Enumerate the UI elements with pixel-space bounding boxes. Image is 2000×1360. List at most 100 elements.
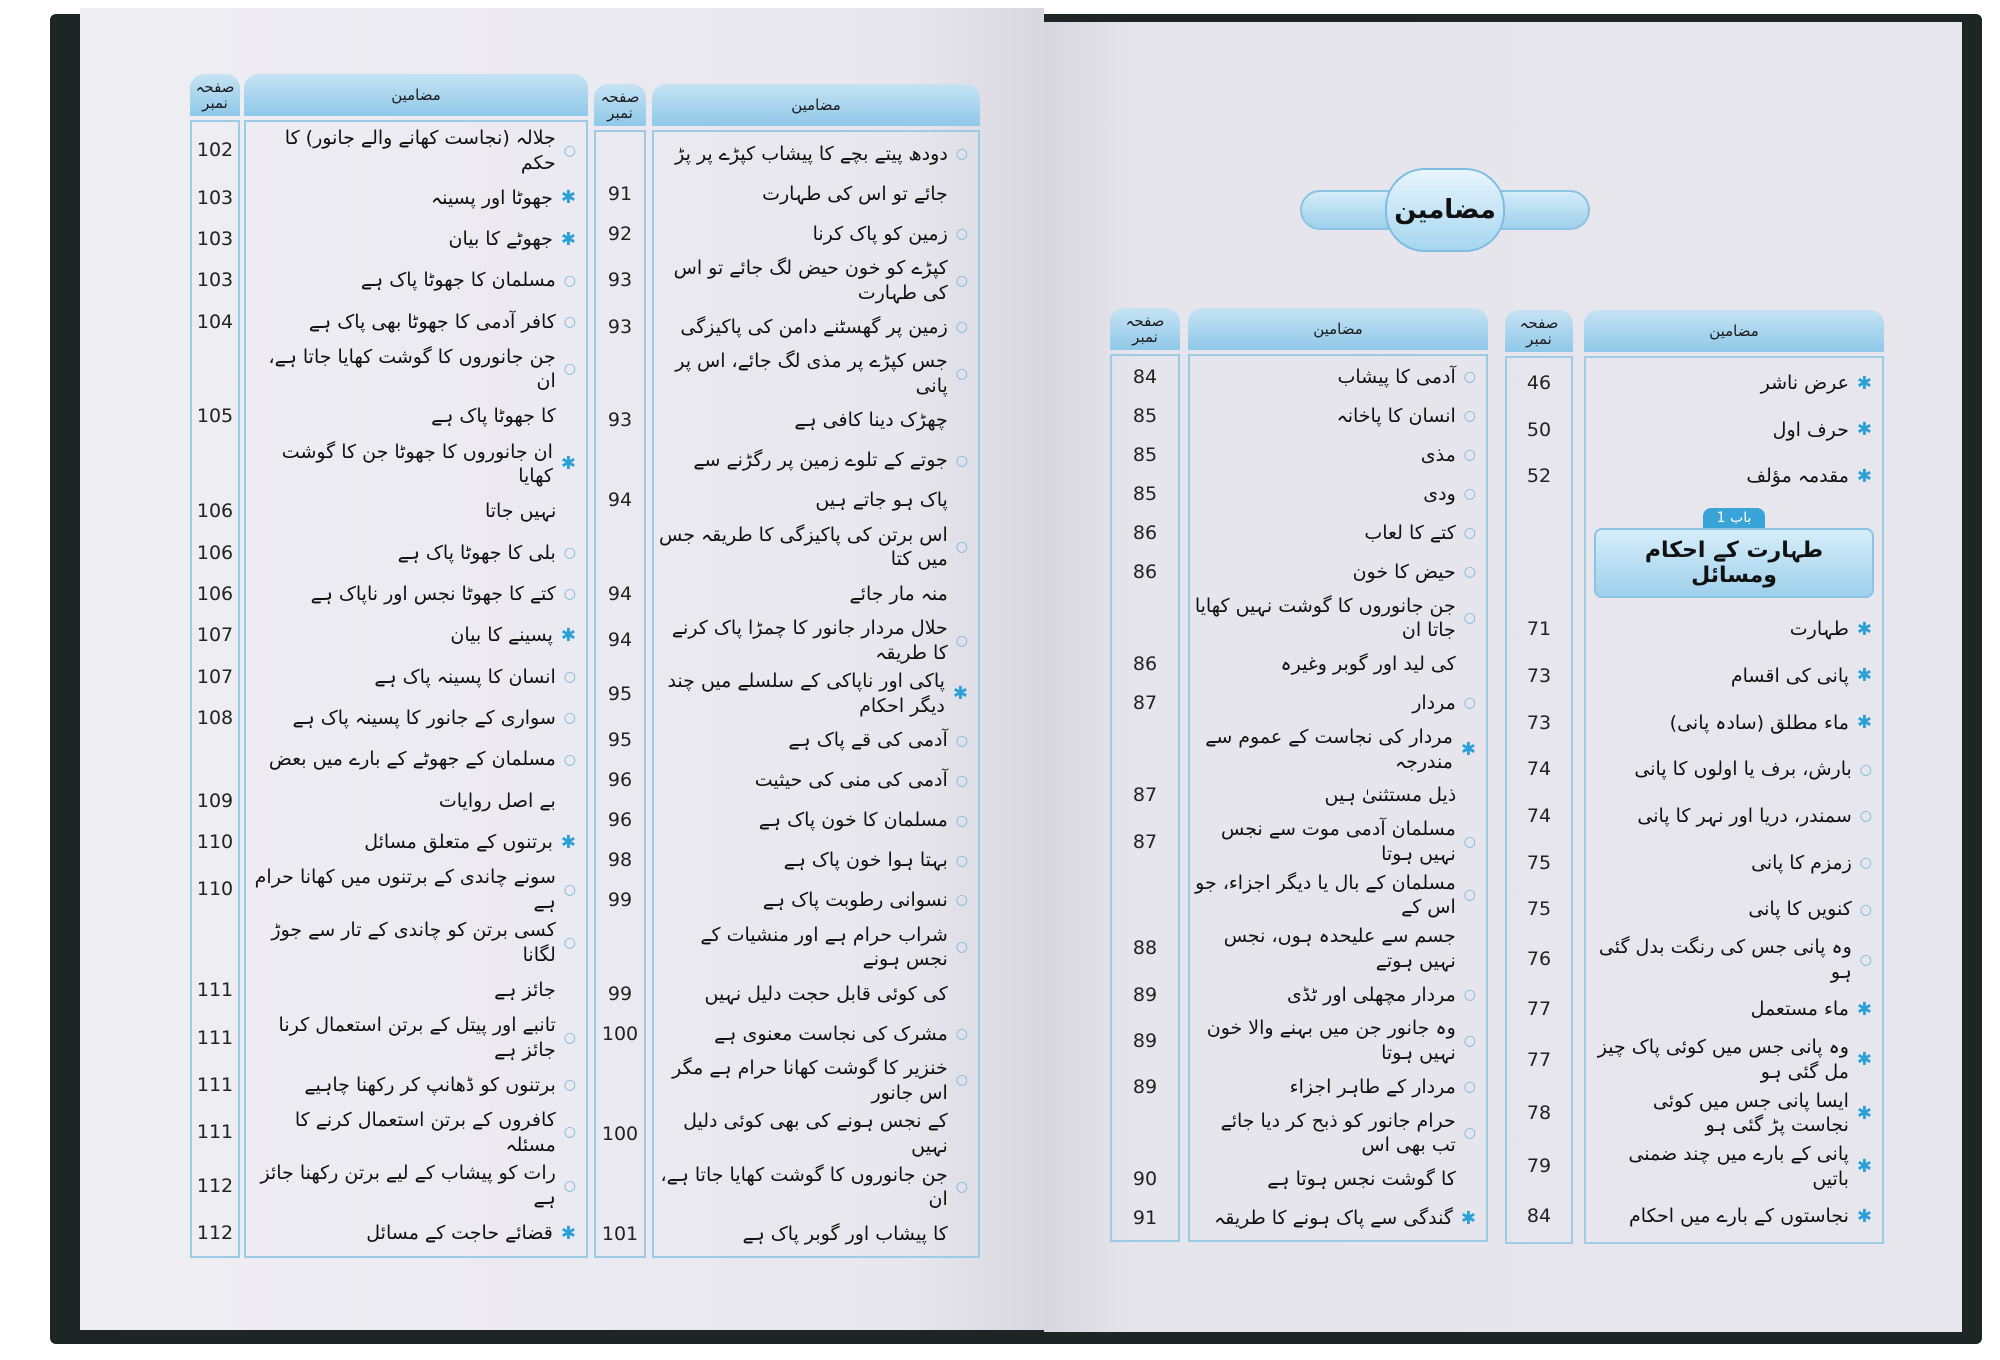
page-number: 93	[607, 315, 633, 338]
page-number: 95	[607, 682, 633, 705]
page-number: 89	[1132, 1075, 1158, 1098]
toc-entry-line: ✱ ماء مطلق (سادہ پانی)	[1584, 700, 1884, 747]
circle-bullet-icon: ○	[955, 772, 968, 789]
page-number: 86	[1132, 653, 1158, 676]
circle-bullet-icon: ○	[955, 892, 968, 909]
circle-bullet-icon: ○	[955, 1179, 968, 1196]
page-number: 106	[196, 582, 234, 605]
page-number-column	[594, 130, 646, 1258]
toc-entry-line: ○ کپڑے کو خون حیض لگ جائے تو اس کی طہارت	[652, 254, 980, 307]
star-bullet-icon: ✱	[1856, 466, 1872, 488]
page-number	[594, 347, 646, 400]
circle-bullet-icon: ○	[955, 319, 968, 336]
toc-entry-line: ○ سواری کے جانور کا پسینہ پاک ہے	[244, 698, 588, 739]
star-bullet-icon: ✱	[560, 624, 576, 646]
toc-entry-text: آدمی کی قے پاک ہے	[788, 729, 948, 752]
star-bullet-icon: ✱	[1856, 1155, 1872, 1177]
circle-bullet-icon: ○	[563, 142, 576, 159]
toc-entry-line: ○کا پیشاب اور گوبر پاک ہے	[652, 1214, 980, 1254]
page-number: 86	[1132, 521, 1158, 544]
toc-entry-text: کسی برتن کو چاندی کے تار سے جوڑ لگانا	[271, 919, 556, 967]
toc-entry-line: ○ وہ پانی جس کی رنگت بدل گئی ہو	[1584, 933, 1884, 986]
toc-entry-text: ذیل مستثنیٰ ہیں	[1324, 784, 1457, 807]
toc-entry-line: ○ زمین پر گھسٹنے دامن کی پاکیزگی	[652, 307, 980, 347]
page-number: 94	[607, 582, 633, 605]
circle-bullet-icon: ○	[955, 365, 968, 382]
toc-entry-text: اس برتن کی پاکیزگی کا طریقہ جس میں کتا	[659, 523, 948, 571]
toc-entry-text: جائے تو اس کی طہارت	[762, 182, 948, 205]
page-number: 71	[1526, 618, 1552, 641]
toc-entry-line: ○ تانبے اور پیتل کے برتن استعمال کرنا جائ…	[244, 1011, 588, 1064]
circle-bullet-icon: ○	[1463, 695, 1476, 712]
page-number: 111	[196, 1073, 234, 1096]
star-bullet-icon: ✱	[560, 1222, 576, 1244]
toc-entry-text: پانی کی اقسام	[1730, 664, 1849, 687]
toc-entry-line: ○ مسلمان کا خون پاک ہے	[652, 801, 980, 841]
page-number	[594, 921, 646, 974]
page-number: 101	[601, 1222, 639, 1245]
toc-entry-text: طہارت	[1789, 618, 1849, 641]
page-number: 91	[1132, 1207, 1158, 1230]
toc-entry-text: سمندر، دریا اور نہر کا پانی	[1637, 804, 1852, 827]
toc-entry-line: ○ آدمی کی منی کی حیثیت	[652, 761, 980, 801]
subjects-header: مضامین	[652, 84, 980, 126]
toc-entry-text: قضائے حاجت کے مسائل	[366, 1221, 553, 1244]
toc-entry-text: کا جھوٹا پاک ہے	[431, 405, 556, 428]
toc-entry-text: مسلمان کا جھوٹا پاک ہے	[360, 269, 556, 292]
toc-entry-text: کی لید اور گوبر وغیرہ	[1280, 653, 1456, 676]
star-bullet-icon: ✱	[1856, 665, 1872, 687]
toc-entry-line: ○ خنزیر کا گوشت کھانا حرام ہے مگر اس جانو…	[652, 1054, 980, 1107]
toc-entry-line: ○ حلال مردار جانور کا چمڑا پاک کرنے کا طر…	[652, 614, 980, 667]
toc-grid: 84 ○ آدمی کا پیشاب 85 ○ انسان کا پاخانہ 85 ○ مذی…	[1110, 358, 1488, 1238]
toc-entry-line: ○ مردار مچھلی اور ٹڈی	[1188, 975, 1488, 1014]
page-number: 109	[196, 789, 234, 812]
page-number: 103	[196, 269, 234, 292]
toc-entry-text: آدمی کا پیشاب	[1337, 366, 1456, 389]
page-number: 93	[607, 269, 633, 292]
page-number: 107	[196, 624, 234, 647]
toc-entry-line: ✱ طہارت	[1584, 606, 1884, 653]
toc-entry-line: ○ جلالہ (نجاست کھانے والے جانور) کا حکم	[244, 124, 588, 177]
toc-entry-line: ○کی لید اور گوبر وغیرہ	[1188, 645, 1488, 684]
subjects-column	[1188, 354, 1488, 1242]
toc-entry-text: مشرک کی نجاست معنوی ہے	[714, 1022, 948, 1045]
toc-entry-text: حرف اول	[1772, 418, 1849, 441]
page-number: 85	[1132, 482, 1158, 505]
star-bullet-icon: ✱	[1460, 1207, 1476, 1229]
page-number-column	[190, 120, 240, 1258]
page-number: 84	[1526, 1205, 1552, 1228]
circle-bullet-icon: ○	[955, 632, 968, 649]
toc-entry-line: ✱ ماء مستعمل	[1584, 986, 1884, 1033]
circle-bullet-icon: ○	[563, 361, 576, 378]
page-number: 105	[196, 405, 234, 428]
toc-entry-line: ✱ پانی کے بارے میں چند ضمنی باتیں	[1584, 1140, 1884, 1193]
page-number: 93	[607, 409, 633, 432]
toc-entry-text: حیض کا خون	[1352, 560, 1456, 583]
circle-bullet-icon: ○	[563, 1029, 576, 1046]
circle-bullet-icon: ○	[1463, 887, 1476, 904]
toc-entry-line: ○جائز ہے	[244, 970, 588, 1011]
page-number: 79	[1526, 1155, 1552, 1178]
circle-bullet-icon: ○	[1463, 1125, 1476, 1142]
contents-title-badge: مضامین	[1300, 168, 1590, 252]
toc-entry-line: ✱ قضائے حاجت کے مسائل	[244, 1213, 588, 1254]
circle-bullet-icon: ○	[1463, 564, 1476, 581]
toc-entry-line: ○ نسوانی رطوبت پاک ہے	[652, 881, 980, 921]
toc-entry-text: بارش، برف یا اولوں کا پانی	[1634, 758, 1852, 781]
toc-entry-line: ○ وہ جانور جن میں بہنے والا خون نہیں ہوتا	[1188, 1014, 1488, 1067]
page-number: 96	[607, 769, 633, 792]
toc-entry-text: وہ پانی جس کی رنگت بدل گئی ہو	[1598, 936, 1852, 983]
toc-entry-line: ○ مردار	[1188, 684, 1488, 723]
toc-entry-text: بے اصل روایات	[438, 789, 556, 812]
star-bullet-icon: ✱	[560, 453, 576, 475]
toc-entry-text: جھوٹے کا بیان	[448, 228, 553, 251]
subjects-header: مضامین	[244, 74, 588, 116]
toc-entry-line: ○ حرام جانور کو ذبح کر دیا جائے تب بھی اس	[1188, 1107, 1488, 1160]
page-number: 99	[607, 889, 633, 912]
toc-entry-line: ✱ ان جانوروں کا جھوٹا جن کا گوشت کھایا	[244, 438, 588, 491]
toc-entry-text: زمین کو پاک کرنا	[812, 222, 948, 245]
toc-entry-text: کتے کا جھوٹا نجس اور ناپاک ہے	[310, 582, 556, 605]
toc-entry-text: مسلمان کا خون پاک ہے	[758, 809, 948, 832]
star-bullet-icon: ✱	[560, 187, 576, 209]
circle-bullet-icon: ○	[955, 939, 968, 956]
